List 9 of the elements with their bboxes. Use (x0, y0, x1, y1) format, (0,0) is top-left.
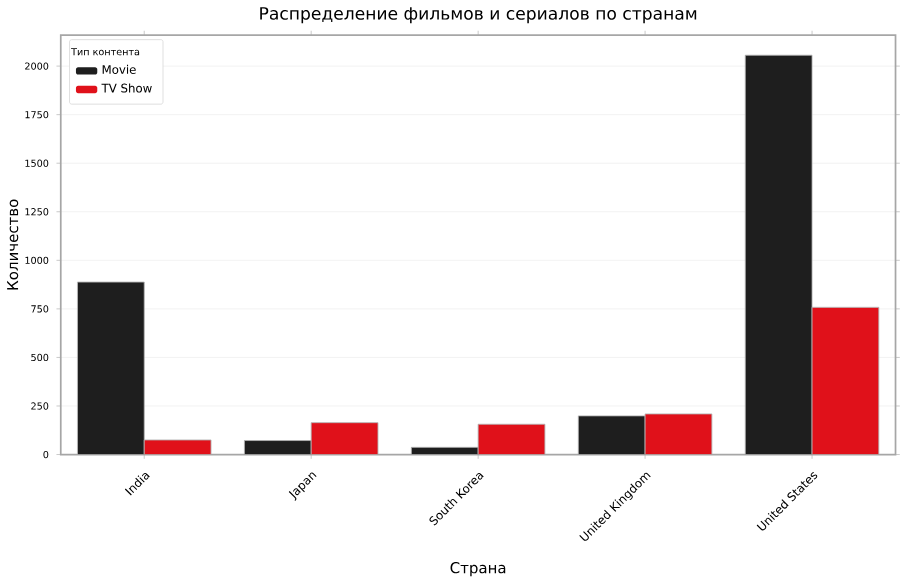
bar (244, 440, 312, 455)
chart-title: Распределение фильмов и сериалов по странам (260, 7, 697, 24)
bar (744, 55, 813, 455)
bar (644, 413, 713, 455)
bar (77, 282, 145, 455)
bar (577, 415, 646, 455)
bar (811, 307, 880, 455)
bar (310, 422, 379, 455)
bar (477, 424, 546, 455)
